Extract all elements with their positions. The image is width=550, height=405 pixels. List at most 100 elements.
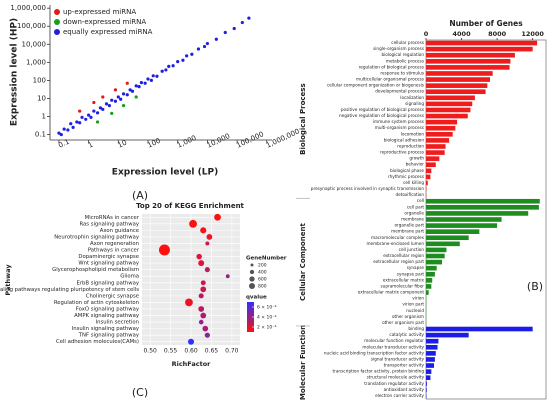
category-label: biological phase	[390, 168, 424, 173]
point	[110, 98, 114, 102]
legend-label: down-expressed miRNA	[63, 18, 146, 26]
bar	[426, 101, 473, 107]
category-label: metabolic process	[386, 58, 424, 63]
point	[62, 127, 66, 131]
group-label: Biological Process	[299, 83, 307, 154]
category-label: Dopaminergic synapse	[78, 254, 139, 260]
bar	[426, 217, 502, 222]
category-label: nucleoid	[406, 308, 424, 313]
x-tick-label: 0	[424, 30, 429, 38]
size-legend-swatch	[249, 276, 255, 282]
y-tick-label: 10	[37, 94, 46, 102]
y-tick-label: 0.1	[35, 131, 46, 139]
bar	[426, 332, 469, 338]
category-label: cell junction	[399, 247, 425, 252]
bar	[426, 162, 436, 168]
category-label: molecular transducer activity	[362, 344, 424, 349]
bubble	[204, 332, 210, 338]
bar	[426, 113, 468, 119]
bar	[426, 387, 427, 393]
bar	[426, 107, 471, 113]
bar	[426, 235, 469, 241]
bar	[426, 229, 480, 234]
category-label: macromolecular complex	[371, 235, 425, 240]
size-legend-label: 400	[258, 270, 267, 276]
category-label: multi-organism process	[375, 125, 424, 130]
size-legend-swatch	[249, 269, 255, 275]
category-label: immune system process	[373, 119, 424, 124]
color-bar	[247, 302, 254, 332]
bar	[426, 381, 427, 387]
category-label: extracellular matrix component	[358, 290, 425, 295]
bar	[426, 271, 435, 277]
panel-label: (A)	[132, 189, 148, 202]
y-tick-label: 10,000	[22, 40, 47, 48]
category-label: developmental process	[375, 89, 424, 94]
point	[121, 92, 126, 96]
point	[130, 89, 135, 93]
panel-label: (C)	[132, 386, 148, 399]
bar	[426, 168, 432, 174]
point	[113, 88, 118, 92]
point	[134, 84, 138, 88]
point	[240, 20, 244, 25]
bubble	[200, 280, 206, 286]
point	[164, 68, 168, 72]
bubble	[204, 267, 210, 273]
point	[92, 109, 96, 113]
category-label: behavior	[406, 162, 425, 167]
legend-swatch	[54, 19, 60, 25]
size-legend-label: 600	[258, 277, 267, 283]
category-label: membrane-enclosed lumen	[366, 241, 424, 246]
legend-label: up-expressed miRNA	[63, 8, 136, 16]
category-label: extracellular region	[383, 253, 424, 258]
bar	[426, 138, 450, 143]
point	[146, 77, 150, 81]
point	[185, 54, 189, 58]
bubble	[200, 312, 207, 319]
bubble	[200, 227, 207, 234]
point	[78, 109, 82, 113]
category-label: extracellular region part	[373, 259, 424, 264]
category-label: cell	[417, 198, 424, 203]
bar	[426, 247, 447, 253]
bar	[426, 369, 432, 374]
category-label: signal transducer activity	[371, 356, 425, 361]
bar	[426, 363, 434, 368]
bar	[426, 65, 510, 70]
category-label: other organism part	[382, 320, 424, 325]
point	[80, 115, 84, 119]
category-label: FoxO signaling pathway	[76, 306, 139, 312]
category-label: translation regulator activity	[364, 381, 424, 386]
bubble	[187, 338, 195, 345]
category-label: single-organism process	[373, 46, 424, 51]
point	[95, 120, 100, 124]
point	[139, 81, 144, 85]
color-legend-label: 2 × 10⁻⁶	[257, 325, 277, 331]
bar	[426, 180, 428, 186]
point	[95, 111, 100, 115]
bar	[426, 150, 445, 155]
category-label: structural molecule activity	[367, 375, 425, 380]
bar	[426, 357, 435, 362]
point	[196, 47, 201, 51]
point	[125, 93, 129, 97]
category-label: Cholinergic synapse	[86, 293, 139, 299]
category-label: antioxidant activity	[384, 387, 425, 392]
point	[57, 131, 61, 135]
category-label: growth	[409, 156, 424, 161]
y-tick-label: 1,000	[26, 58, 46, 66]
category-label: reproductive process	[380, 150, 424, 155]
bubble	[189, 219, 197, 228]
category-label: synapse part	[397, 271, 425, 276]
bubble	[185, 298, 193, 307]
x-tick-label: 0.50	[143, 348, 157, 355]
x-tick-label: 0.1	[57, 138, 70, 150]
category-label: presynaptic process involved in synaptic…	[311, 186, 425, 191]
point	[92, 100, 96, 105]
color-legend-label: 6 × 10⁻⁶	[257, 305, 277, 311]
bar	[426, 95, 475, 101]
category-label: rhythmic process	[388, 174, 424, 179]
y-tick-label: 1,000,000	[10, 4, 46, 12]
point	[78, 121, 82, 125]
